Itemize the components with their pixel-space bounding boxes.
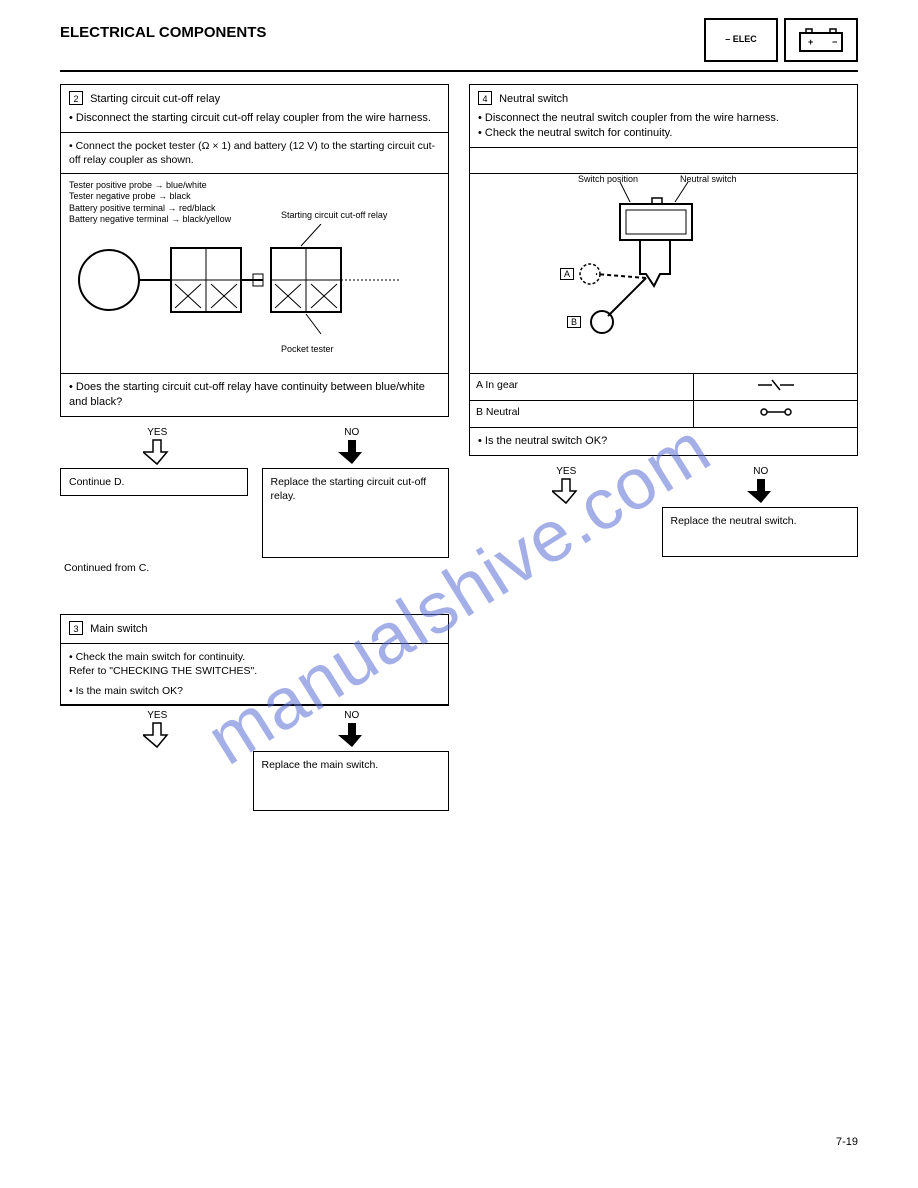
callout-tester: Pocket tester [281, 344, 334, 354]
arrow-down-outline-icon [143, 721, 171, 749]
panel-neutral: 4 Neutral switch • Disconnect the neutra… [469, 84, 858, 456]
panel-relay-question: • Does the starting circuit cut-off rela… [61, 374, 448, 416]
table-row-a: A In gear [470, 374, 694, 400]
relay-arrows: YES NO [60, 423, 449, 468]
relay-no-label: NO [344, 427, 359, 438]
relay-yes-label: YES [147, 427, 167, 438]
relay-svg [71, 224, 411, 364]
callout-switchpos: Switch position [578, 174, 638, 184]
header-box-elec: – ELEC [704, 18, 778, 62]
callout-neutralswitch: Neutral switch [680, 174, 737, 184]
mainswitch-no-label: NO [344, 710, 359, 721]
mainswitch-no-box: Replace the main switch. [253, 751, 450, 811]
page-number: 7-19 [836, 1136, 858, 1148]
panel-neutral-step1: • Disconnect the neutral switch coupler … [478, 111, 849, 126]
table-cell-b [694, 401, 857, 427]
panel-neutral-title: 4 Neutral switch • Disconnect the neutra… [470, 85, 857, 148]
label-b: B [567, 316, 581, 328]
battery-icon: + − [798, 27, 844, 53]
panel-relay-title-text: Starting circuit cut-off relay [90, 93, 220, 105]
panel-mainswitch-title: 3 Main switch [61, 615, 448, 644]
svg-text:+: + [808, 37, 813, 47]
neutral-diagram: Switch position Neutral switch A B [470, 174, 857, 374]
mainswitch-ask: • Is the main switch OK? [69, 684, 440, 698]
header-boxes: – ELEC + − [704, 18, 858, 62]
arrow-down-solid-icon [338, 438, 366, 466]
continuity-icon [756, 405, 796, 419]
header-box-elec-label: – ELEC [725, 35, 757, 45]
mainswitch-line1: • Check the main switch for continuity. [69, 650, 440, 664]
panel-relay: 2 Starting circuit cut-off relay • Disco… [60, 84, 449, 417]
relay-yes-box: Continue D. [60, 468, 248, 496]
table-row-b: B Neutral [470, 401, 694, 427]
arrow-down-outline-icon [552, 477, 580, 505]
panel-mainswitch-title-text: Main switch [90, 623, 147, 635]
continued-label: Continued from C. [64, 562, 449, 574]
panel-mainswitch: 3 Main switch • Check the main switch fo… [60, 614, 449, 706]
panel-relay-step2: • Connect the pocket tester (Ω × 1) and … [61, 133, 448, 174]
panel-neutral-spacer [470, 148, 857, 174]
page-title: ELECTRICAL COMPONENTS [60, 24, 266, 41]
table-cell-a [694, 374, 857, 400]
callout-relay: Starting circuit cut-off relay [281, 210, 391, 220]
probe-neg: Tester negative probe → black [69, 191, 231, 202]
panel-relay-title: 2 Starting circuit cut-off relay • Disco… [61, 85, 448, 133]
label-a: A [560, 268, 574, 280]
batt-pos: Battery positive terminal → red/black [69, 203, 231, 214]
neutral-no-label: NO [753, 466, 768, 477]
panel-relay-step1: • Disconnect the starting circuit cut-of… [69, 111, 440, 126]
mainswitch-arrows: YES NO [60, 706, 449, 751]
relay-diagram: Tester positive probe → blue/white Teste… [61, 174, 448, 374]
panel-mainswitch-body: • Check the main switch for continuity. … [61, 644, 448, 706]
panel-relay-step2a: • Connect the pocket tester (Ω × 1) and … [69, 139, 440, 167]
arrow-down-outline-icon [143, 438, 171, 466]
neutral-yes-label: YES [556, 466, 576, 477]
neutral-table: A In gear B Neutral [470, 374, 857, 428]
no-continuity-icon [756, 378, 796, 392]
header-box-battery: + − [784, 18, 858, 62]
panel-neutral-question: • Is the neutral switch OK? [470, 428, 857, 455]
neutral-no-box: Replace the neutral switch. [662, 507, 859, 557]
arrow-down-solid-icon [747, 477, 775, 505]
neutral-arrows: YES NO [469, 462, 858, 507]
mainswitch-line2: Refer to "CHECKING THE SWITCHES". [69, 664, 440, 678]
neutral-svg [470, 174, 810, 374]
arrow-down-solid-icon [338, 721, 366, 749]
panel-neutral-title-text: Neutral switch [499, 93, 568, 105]
relay-no-box: Replace the starting circuit cut-off rel… [262, 468, 450, 558]
mainswitch-yes-label: YES [147, 710, 167, 721]
probe-pos: Tester positive probe → blue/white [69, 180, 231, 191]
svg-text:−: − [832, 37, 837, 47]
panel-neutral-step2: • Check the neutral switch for continuit… [478, 126, 849, 141]
